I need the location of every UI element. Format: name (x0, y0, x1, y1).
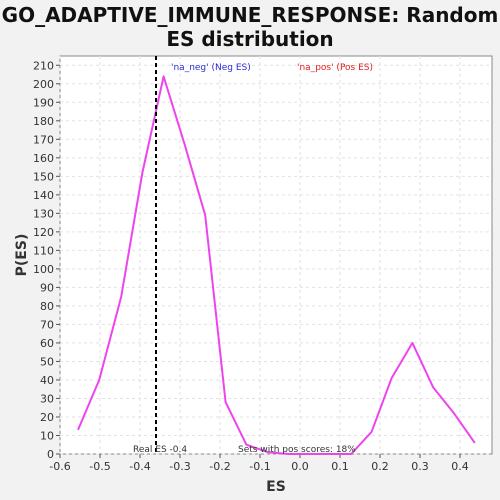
y-tick-label: 50 (40, 355, 54, 368)
x-tick-label: -0.6 (49, 460, 70, 473)
y-tick-label: 80 (40, 300, 54, 313)
pos-scores-label: Sets with pos scores: 18% (238, 445, 356, 455)
y-tick-label: 10 (40, 429, 54, 442)
chart-title-line1: GO_ADAPTIVE_IMMUNE_RESPONSE: Random (1, 3, 499, 27)
x-tick-label: -0.2 (209, 460, 230, 473)
y-tick-label: 20 (40, 411, 54, 424)
y-tick-label: 90 (40, 281, 54, 294)
y-tick-label: 100 (33, 263, 54, 276)
x-axis-label: ES (266, 479, 286, 495)
x-tick-label: 0.1 (331, 460, 349, 473)
x-tick-label: -0.5 (89, 460, 110, 473)
y-tick-label: 120 (33, 226, 54, 239)
y-tick-label: 190 (33, 96, 54, 109)
plot-area (59, 55, 493, 455)
x-tick-label: 0.0 (291, 460, 309, 473)
y-tick-label: 70 (40, 318, 54, 331)
y-tick-label: 130 (33, 207, 54, 220)
real-es-label: Real ES -0.4 (133, 445, 187, 455)
y-tick-label: 160 (33, 152, 54, 165)
series-group (77, 75, 476, 455)
y-tick-label: 60 (40, 337, 54, 350)
x-tick-label: 0.4 (451, 460, 469, 473)
y-tick-label: 110 (33, 244, 54, 257)
x-tick-label: 0.3 (411, 460, 429, 473)
y-tick-label: 30 (40, 392, 54, 405)
y-tick-label: 140 (33, 189, 54, 202)
y-tick-label: 0 (47, 448, 54, 461)
y-tick-label: 210 (33, 59, 54, 72)
x-tick-label: 0.2 (371, 460, 389, 473)
y-axis-ticks: 0 10 20 30 40 50 60 70 80 90 100 110 120 130 140 150 160… (33, 59, 60, 461)
legend-neg-label: 'na_neg' (Neg ES) (171, 63, 251, 73)
x-tick-label: -0.4 (129, 460, 150, 473)
x-axis-ticks: -0.6 -0.5 -0.4 -0.3 -0.2 -0.1 0.0 0.1 0.2 0.3 0.4 (49, 454, 469, 473)
y-tick-label: 180 (33, 115, 54, 128)
legend-pos-label: 'na_pos' (Pos ES) (297, 63, 373, 73)
x-tick-label: -0.1 (249, 460, 270, 473)
y-tick-label: 170 (33, 133, 54, 146)
y-axis-label: P(ES) (14, 234, 30, 277)
y-tick-label: 200 (33, 78, 54, 91)
x-tick-label: -0.3 (169, 460, 190, 473)
y-tick-label: 40 (40, 374, 54, 387)
y-tick-label: 150 (33, 170, 54, 183)
es-distribution-line (77, 75, 476, 455)
chart-title-line2: ES distribution (166, 27, 334, 51)
